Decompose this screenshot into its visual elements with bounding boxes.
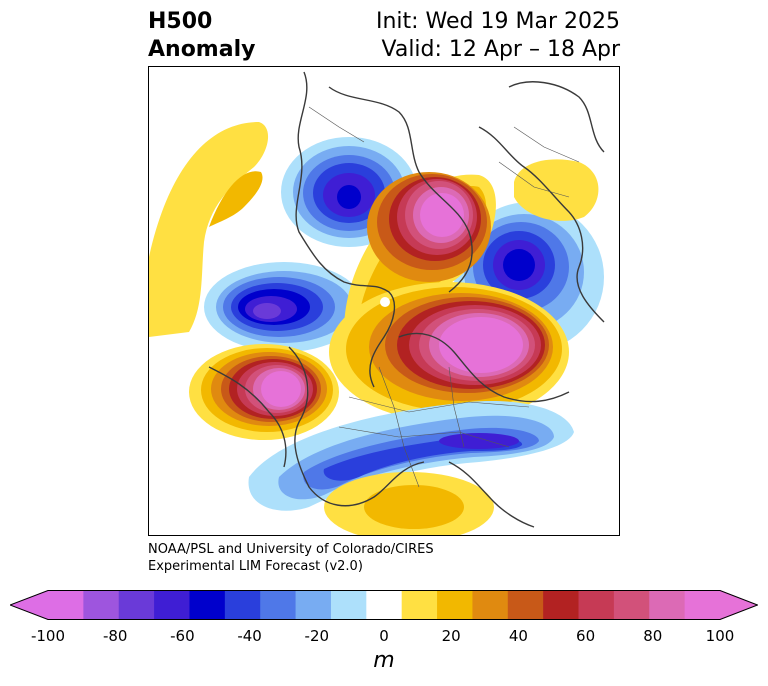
field-type: Anomaly xyxy=(148,37,256,62)
colorbar-tick-label: 20 xyxy=(441,627,461,645)
colorbar-segment xyxy=(613,590,650,620)
positive-anomaly-northeast xyxy=(514,159,599,221)
colorbar-segment xyxy=(578,590,615,620)
colorbar-segment xyxy=(366,590,403,620)
colorbar-segment xyxy=(543,590,580,620)
colorbar-tick-label: 60 xyxy=(576,627,596,645)
positive-anomaly-greenland xyxy=(344,172,496,336)
colorbar-tick-label: -100 xyxy=(30,627,66,645)
colorbar-segment xyxy=(224,590,261,620)
colorbar-segment xyxy=(437,590,473,620)
colorbar-segment xyxy=(401,590,438,620)
colorbar-unit-label: m xyxy=(373,648,395,673)
colorbar-segment xyxy=(649,590,686,620)
colorbar-tick-label: 100 xyxy=(705,627,735,645)
credit-line-1: NOAA/PSL and University of Colorado/CIRE… xyxy=(148,542,434,557)
colorbar xyxy=(10,590,758,620)
coastlines xyxy=(208,71,605,528)
title-left: H500 Anomaly xyxy=(148,8,255,64)
colorbar-segment xyxy=(83,590,120,620)
field-name: H500 xyxy=(148,9,213,34)
anomaly-map xyxy=(148,66,620,536)
credit-line-2: Experimental LIM Forecast (v2.0) xyxy=(148,559,363,574)
negative-anomaly-asia xyxy=(248,401,574,511)
borders xyxy=(308,106,580,488)
colorbar-tick-label: 0 xyxy=(379,627,389,645)
title-right: Init: Wed 19 Mar 2025 Valid: 12 Apr – 18… xyxy=(376,8,620,64)
positive-anomaly-northeast-pacific xyxy=(189,344,339,440)
colorbar-extend-high xyxy=(720,590,758,620)
colorbar-extend-low xyxy=(10,590,48,620)
colorbar-tick-label: -60 xyxy=(170,627,195,645)
positive-anomaly-atlantic xyxy=(324,472,494,535)
colorbar-segment xyxy=(118,590,155,620)
colorbar-segment xyxy=(260,590,297,620)
colorbar-segment xyxy=(189,590,226,620)
colorbar-tick-label: 80 xyxy=(643,627,663,645)
colorbar-tick-label: -40 xyxy=(237,627,262,645)
colorbar-tick-label: -80 xyxy=(102,627,128,645)
north-pole-marker xyxy=(380,297,390,307)
negative-anomaly-aleutians xyxy=(204,262,364,352)
colorbar-segment xyxy=(154,590,190,620)
colorbar-segment xyxy=(48,590,84,620)
valid-range: Valid: 12 Apr – 18 Apr xyxy=(381,37,621,62)
colorbar-outline xyxy=(10,590,758,620)
colorbar-tick-label: 40 xyxy=(508,627,528,645)
positive-anomaly-siberia xyxy=(329,282,569,422)
colorbar-segment xyxy=(472,590,509,620)
colorbar-segment xyxy=(330,590,367,620)
map-svg xyxy=(149,71,605,535)
colorbar-segment xyxy=(684,590,721,620)
positive-anomaly-pacific-north xyxy=(149,122,269,337)
credit-text: NOAA/PSL and University of Colorado/CIRE… xyxy=(148,541,434,575)
init-date: Init: Wed 19 Mar 2025 xyxy=(375,9,620,34)
colorbar-tick-label: -20 xyxy=(304,627,330,645)
colorbar-segment xyxy=(507,590,544,620)
colorbar-segment xyxy=(295,590,332,620)
